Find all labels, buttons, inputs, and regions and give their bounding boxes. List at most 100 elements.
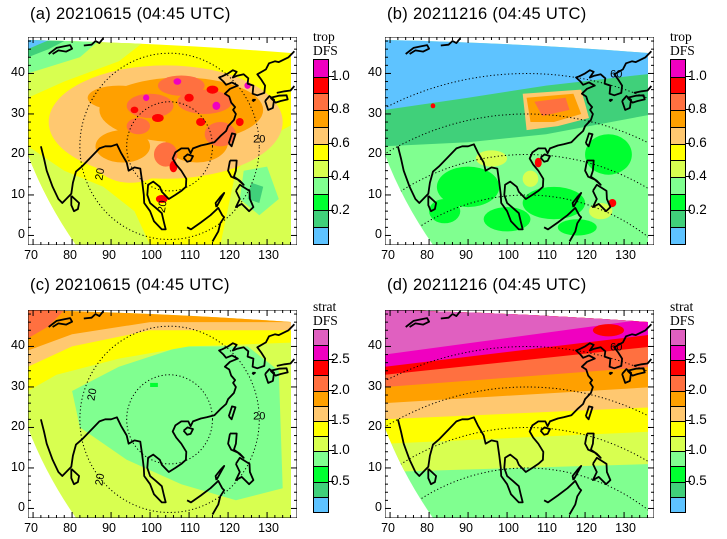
field-patch: [196, 118, 206, 127]
x-tick-label: 80: [420, 248, 434, 262]
data-field: [385, 310, 648, 518]
island-outline: [269, 94, 289, 104]
colorbar-swatch: [671, 330, 685, 346]
colorbar-swatch: [314, 210, 328, 228]
field-patch: [153, 142, 178, 167]
colorbar-swatch: [671, 451, 685, 467]
island-outline: [621, 368, 633, 384]
field-patch: [143, 94, 150, 101]
colorbar-tick: [329, 450, 334, 452]
contour-line: [385, 113, 648, 154]
x-tick-label: 70: [24, 248, 38, 262]
colorbar-swatch: [314, 405, 328, 421]
field-patch: [130, 106, 139, 114]
field-band: [150, 382, 158, 387]
map-d: 60: [385, 310, 654, 518]
island-outline: [48, 44, 73, 55]
colorbar-swatch: [671, 466, 685, 482]
y-tick-label: 40: [11, 65, 25, 80]
colorbar-title: strat: [313, 299, 337, 314]
y-tick-label: 40: [11, 338, 25, 353]
y-tick-label: 0: [18, 500, 25, 515]
island-outline: [234, 183, 255, 213]
colorbar-swatch: [671, 360, 685, 376]
contour-lines: [79, 52, 260, 241]
colorbar-label: 1.0: [331, 442, 350, 458]
colorbar-label: 0.8: [688, 101, 707, 117]
x-tick-label: 120: [576, 248, 597, 262]
field-patch: [152, 113, 164, 123]
contour-label: 60: [610, 342, 622, 354]
colorbar-swatch: [314, 466, 328, 482]
island-outline: [251, 98, 256, 102]
x-tick-label: 120: [219, 248, 240, 262]
contour-line: [126, 374, 213, 465]
map-panel-a: 20 20 20: [28, 37, 297, 245]
y-tick-label: 30: [11, 378, 25, 393]
field-patch: [235, 118, 244, 127]
island-outline: [214, 191, 226, 208]
colorbar-tick: [329, 75, 334, 77]
island-outline: [440, 310, 462, 320]
x-tick-label: 70: [381, 521, 395, 535]
colorbar-tick: [686, 480, 691, 482]
field-patch: [95, 130, 151, 163]
contour-label: 20: [93, 473, 107, 487]
island-outline: [571, 464, 583, 481]
island-outline: [227, 405, 237, 421]
colorbar-swatch: [314, 345, 328, 361]
colorbar-tick: [686, 109, 691, 111]
colorbar-label: 2.0: [688, 381, 707, 397]
colorbar-swatch: [314, 375, 328, 391]
x-tick-label: 80: [63, 521, 77, 535]
field-patch: [173, 78, 182, 85]
tick-marks: [385, 310, 654, 518]
colorbar-label: 1.0: [331, 67, 350, 83]
contour-lines: [385, 345, 648, 518]
field-band: [385, 310, 648, 355]
island-outline: [48, 317, 73, 328]
x-tick-label: 130: [615, 248, 636, 262]
island-outline: [608, 371, 613, 375]
contour-line: [395, 194, 648, 245]
colorbar-swatch: [314, 390, 328, 406]
field-band: [28, 310, 65, 343]
island-outline: [227, 132, 237, 148]
island-outline: [70, 195, 80, 213]
panel-title: (b) 20211216 (04:45 UTC): [387, 5, 587, 23]
field-patch: [212, 101, 221, 110]
y-tick-label: 10: [368, 459, 382, 474]
x-tick-label: 110: [537, 248, 557, 262]
field-patch: [157, 75, 205, 96]
field-patch: [585, 134, 632, 175]
colorbar-tick: [329, 389, 334, 391]
island-outline: [591, 183, 612, 213]
field-patch: [430, 103, 436, 109]
panel-title: (a) 20210615 (04:45 UTC): [30, 5, 231, 23]
x-tick-label: 70: [24, 521, 38, 535]
x-tick-label: 130: [258, 248, 279, 262]
colorbar-swatch: [314, 227, 328, 244]
y-tick-label: 10: [11, 459, 25, 474]
y-tick-label: 20: [368, 419, 382, 434]
colorbar-swatch: [314, 143, 328, 161]
colorbar-label: 1.5: [331, 412, 350, 427]
coastline: [397, 323, 653, 504]
colorbar-tick: [686, 142, 691, 144]
contour-label: 20: [253, 410, 265, 422]
island-outline: [539, 426, 551, 436]
y-tick-label: 0: [375, 500, 382, 515]
colorbar-swatch: [671, 345, 685, 361]
field-patch: [534, 157, 542, 168]
colorbar-label: 2.5: [331, 351, 350, 367]
colorbar-label: 0.6: [688, 134, 707, 150]
x-tick-label: 130: [258, 521, 279, 535]
x-tick-label: 100: [141, 521, 162, 535]
colorbar-swatch: [671, 210, 685, 228]
colorbar-swatch: [671, 481, 685, 497]
colorbar-swatch: [671, 420, 685, 437]
island-outline: [234, 456, 255, 486]
colorbar-label: 1.0: [688, 67, 707, 83]
panel-title: (d) 20211216 (04:45 UTC): [387, 276, 587, 294]
